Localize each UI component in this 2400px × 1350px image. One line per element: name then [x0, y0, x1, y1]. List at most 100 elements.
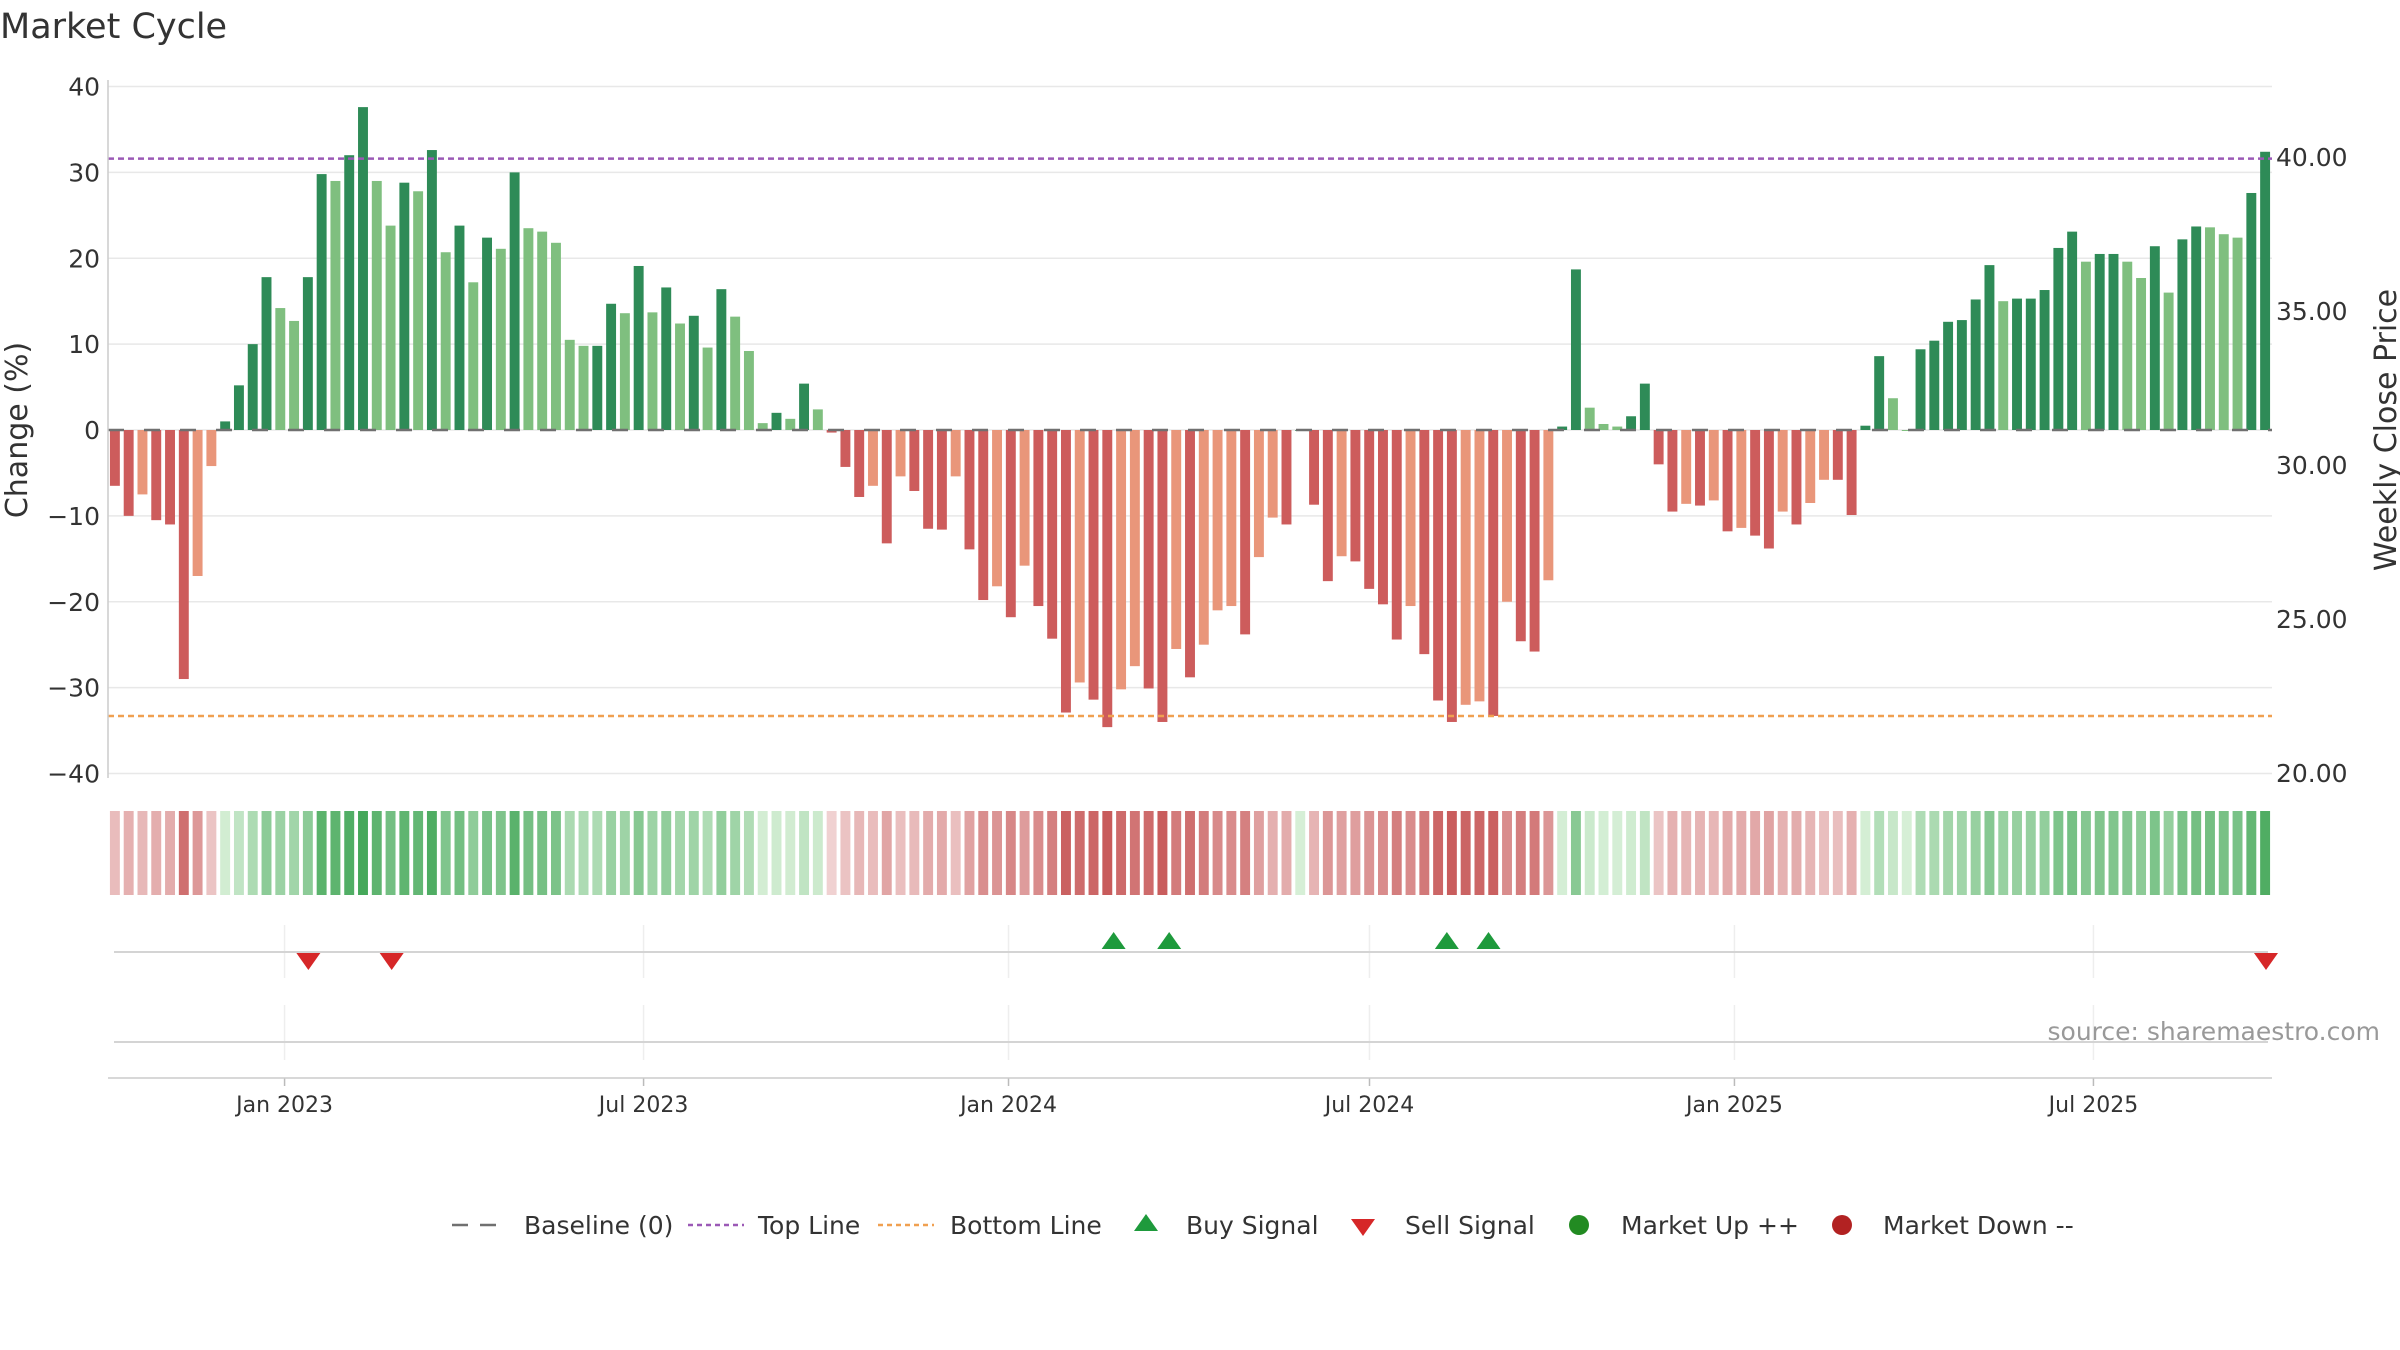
bar: [1502, 430, 1512, 602]
bar: [1791, 430, 1802, 525]
y-axis-ticks: 40 30 20 10 0 −10 −20 −30 −40: [47, 73, 100, 789]
bar: [2025, 298, 2036, 430]
bar: [1322, 430, 1333, 582]
strip-cell: [495, 811, 506, 895]
bar: [812, 409, 823, 430]
bar: [192, 430, 203, 576]
strip-cell: [413, 811, 424, 895]
strip-cell: [206, 811, 217, 895]
strip-cell: [1060, 811, 1071, 895]
bar: [109, 430, 120, 486]
strip-cell: [1322, 811, 1333, 895]
strip-cell: [550, 811, 561, 895]
y-tick-label: −20: [47, 588, 100, 617]
bar-series: [109, 107, 2271, 728]
bar: [1819, 430, 1830, 480]
bar: [1887, 398, 1898, 430]
bar: [482, 237, 493, 430]
legend-item-top-line: Top Line: [688, 1211, 860, 1240]
strip-cell: [509, 811, 520, 895]
bar: [978, 430, 989, 601]
strip-cell: [123, 811, 134, 895]
strip-cell: [1405, 811, 1416, 895]
bar: [261, 277, 272, 430]
bar: [509, 172, 520, 430]
bar: [137, 430, 148, 495]
strip-cell: [1157, 811, 1168, 895]
strip-cell: [675, 811, 685, 895]
strip-cell: [1502, 811, 1512, 895]
bar: [399, 182, 410, 430]
bar: [1433, 430, 1444, 701]
strip-cell: [302, 811, 313, 895]
bar: [1805, 430, 1816, 503]
strip-cell: [578, 811, 589, 895]
strip-cell: [1750, 811, 1761, 895]
strip-cell: [2067, 811, 2078, 895]
legend-label-top-line: Top Line: [757, 1211, 860, 1240]
bar: [909, 430, 920, 491]
strip-cell: [619, 811, 630, 895]
bar: [454, 225, 465, 430]
reference-lines: [108, 157, 2272, 718]
strip-cell: [371, 811, 382, 895]
strip-cell: [220, 811, 231, 895]
bar: [1832, 430, 1843, 480]
bar: [1763, 430, 1774, 549]
bar: [1102, 430, 1113, 728]
bar: [316, 174, 327, 430]
y-axis-title: Change (%): [0, 342, 35, 518]
bar: [2094, 253, 2105, 430]
strip-cell: [1819, 811, 1830, 895]
strip-cell: [1433, 811, 1444, 895]
legend-item-market-up: Market Up ++: [1569, 1211, 1799, 1240]
bar: [123, 430, 134, 516]
bar: [344, 155, 355, 430]
strip-cell: [702, 811, 713, 895]
bar: [495, 248, 506, 430]
strip-cell: [1570, 811, 1581, 895]
legend-item-market-down: Market Down --: [1832, 1211, 2074, 1240]
sell-signal-marker: [296, 953, 321, 970]
bar: [1171, 430, 1182, 649]
strip-cell: [1998, 811, 2009, 895]
strip-cell: [1915, 811, 1926, 895]
bar: [440, 252, 451, 430]
bar: [675, 323, 685, 430]
strip-cell: [1777, 811, 1788, 895]
strip-cell: [868, 811, 878, 895]
strip-cell: [895, 811, 906, 895]
bar: [371, 180, 382, 430]
bar: [2191, 226, 2202, 430]
sell-signal-legend-icon: [1351, 1219, 1375, 1236]
bar: [730, 316, 741, 430]
bar: [206, 430, 217, 467]
bar: [1515, 430, 1526, 642]
buy-signal-marker: [1434, 932, 1459, 949]
legend-label-bottom-line: Bottom Line: [950, 1211, 1102, 1240]
strip-cell: [1350, 811, 1361, 895]
strip-cell: [2122, 811, 2133, 895]
strip-cell: [1391, 811, 1402, 895]
bar: [1185, 430, 1195, 678]
strip-cell: [289, 811, 300, 895]
legend-label-market-down: Market Down --: [1883, 1211, 2074, 1240]
strip-cell: [1171, 811, 1182, 895]
bar: [2012, 298, 2022, 430]
source-note: source: sharemaestro.com: [2048, 1017, 2381, 1046]
bar: [1074, 430, 1085, 683]
bar: [2136, 278, 2147, 430]
strip-cell: [564, 811, 575, 895]
bar: [1143, 430, 1154, 689]
strip-cell: [2025, 811, 2036, 895]
bar: [1198, 430, 1209, 645]
bar: [1722, 430, 1733, 532]
y-tick-label: 0: [84, 416, 100, 445]
y2-tick-label: 40.00: [2276, 143, 2348, 172]
y-tick-label: −30: [47, 674, 100, 703]
legend-label-baseline: Baseline (0): [524, 1211, 673, 1240]
bar: [1060, 430, 1071, 713]
x-tick-label: Jan 2023: [234, 1093, 333, 1118]
strip-cell: [1309, 811, 1320, 895]
